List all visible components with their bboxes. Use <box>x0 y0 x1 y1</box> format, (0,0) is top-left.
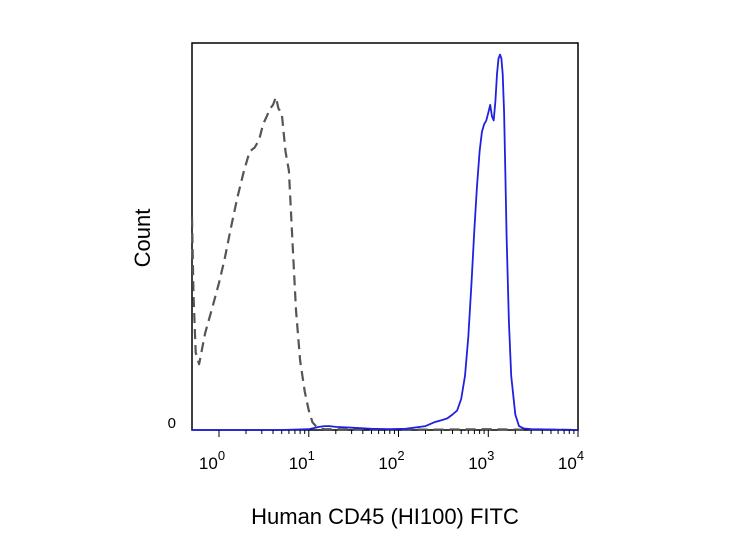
x-axis-label: Human CD45 (HI100) FITC <box>251 504 519 529</box>
x-ticks: 100 101 102 103 104 <box>199 430 584 473</box>
series-line-2 <box>192 53 579 431</box>
plot-frame <box>191 42 579 431</box>
y-tick-label-zero: 0 <box>168 415 176 432</box>
x-tick-label-2: 102 <box>378 448 404 473</box>
y-axis-label: Count <box>130 209 155 268</box>
x-tick-label-4: 104 <box>558 448 584 473</box>
series-line-1 <box>190 96 579 432</box>
x-tick-label-0: 100 <box>199 448 225 473</box>
x-tick-label-3: 103 <box>468 448 494 473</box>
series-layer <box>190 53 579 432</box>
x-tick-label-1: 101 <box>289 448 315 473</box>
